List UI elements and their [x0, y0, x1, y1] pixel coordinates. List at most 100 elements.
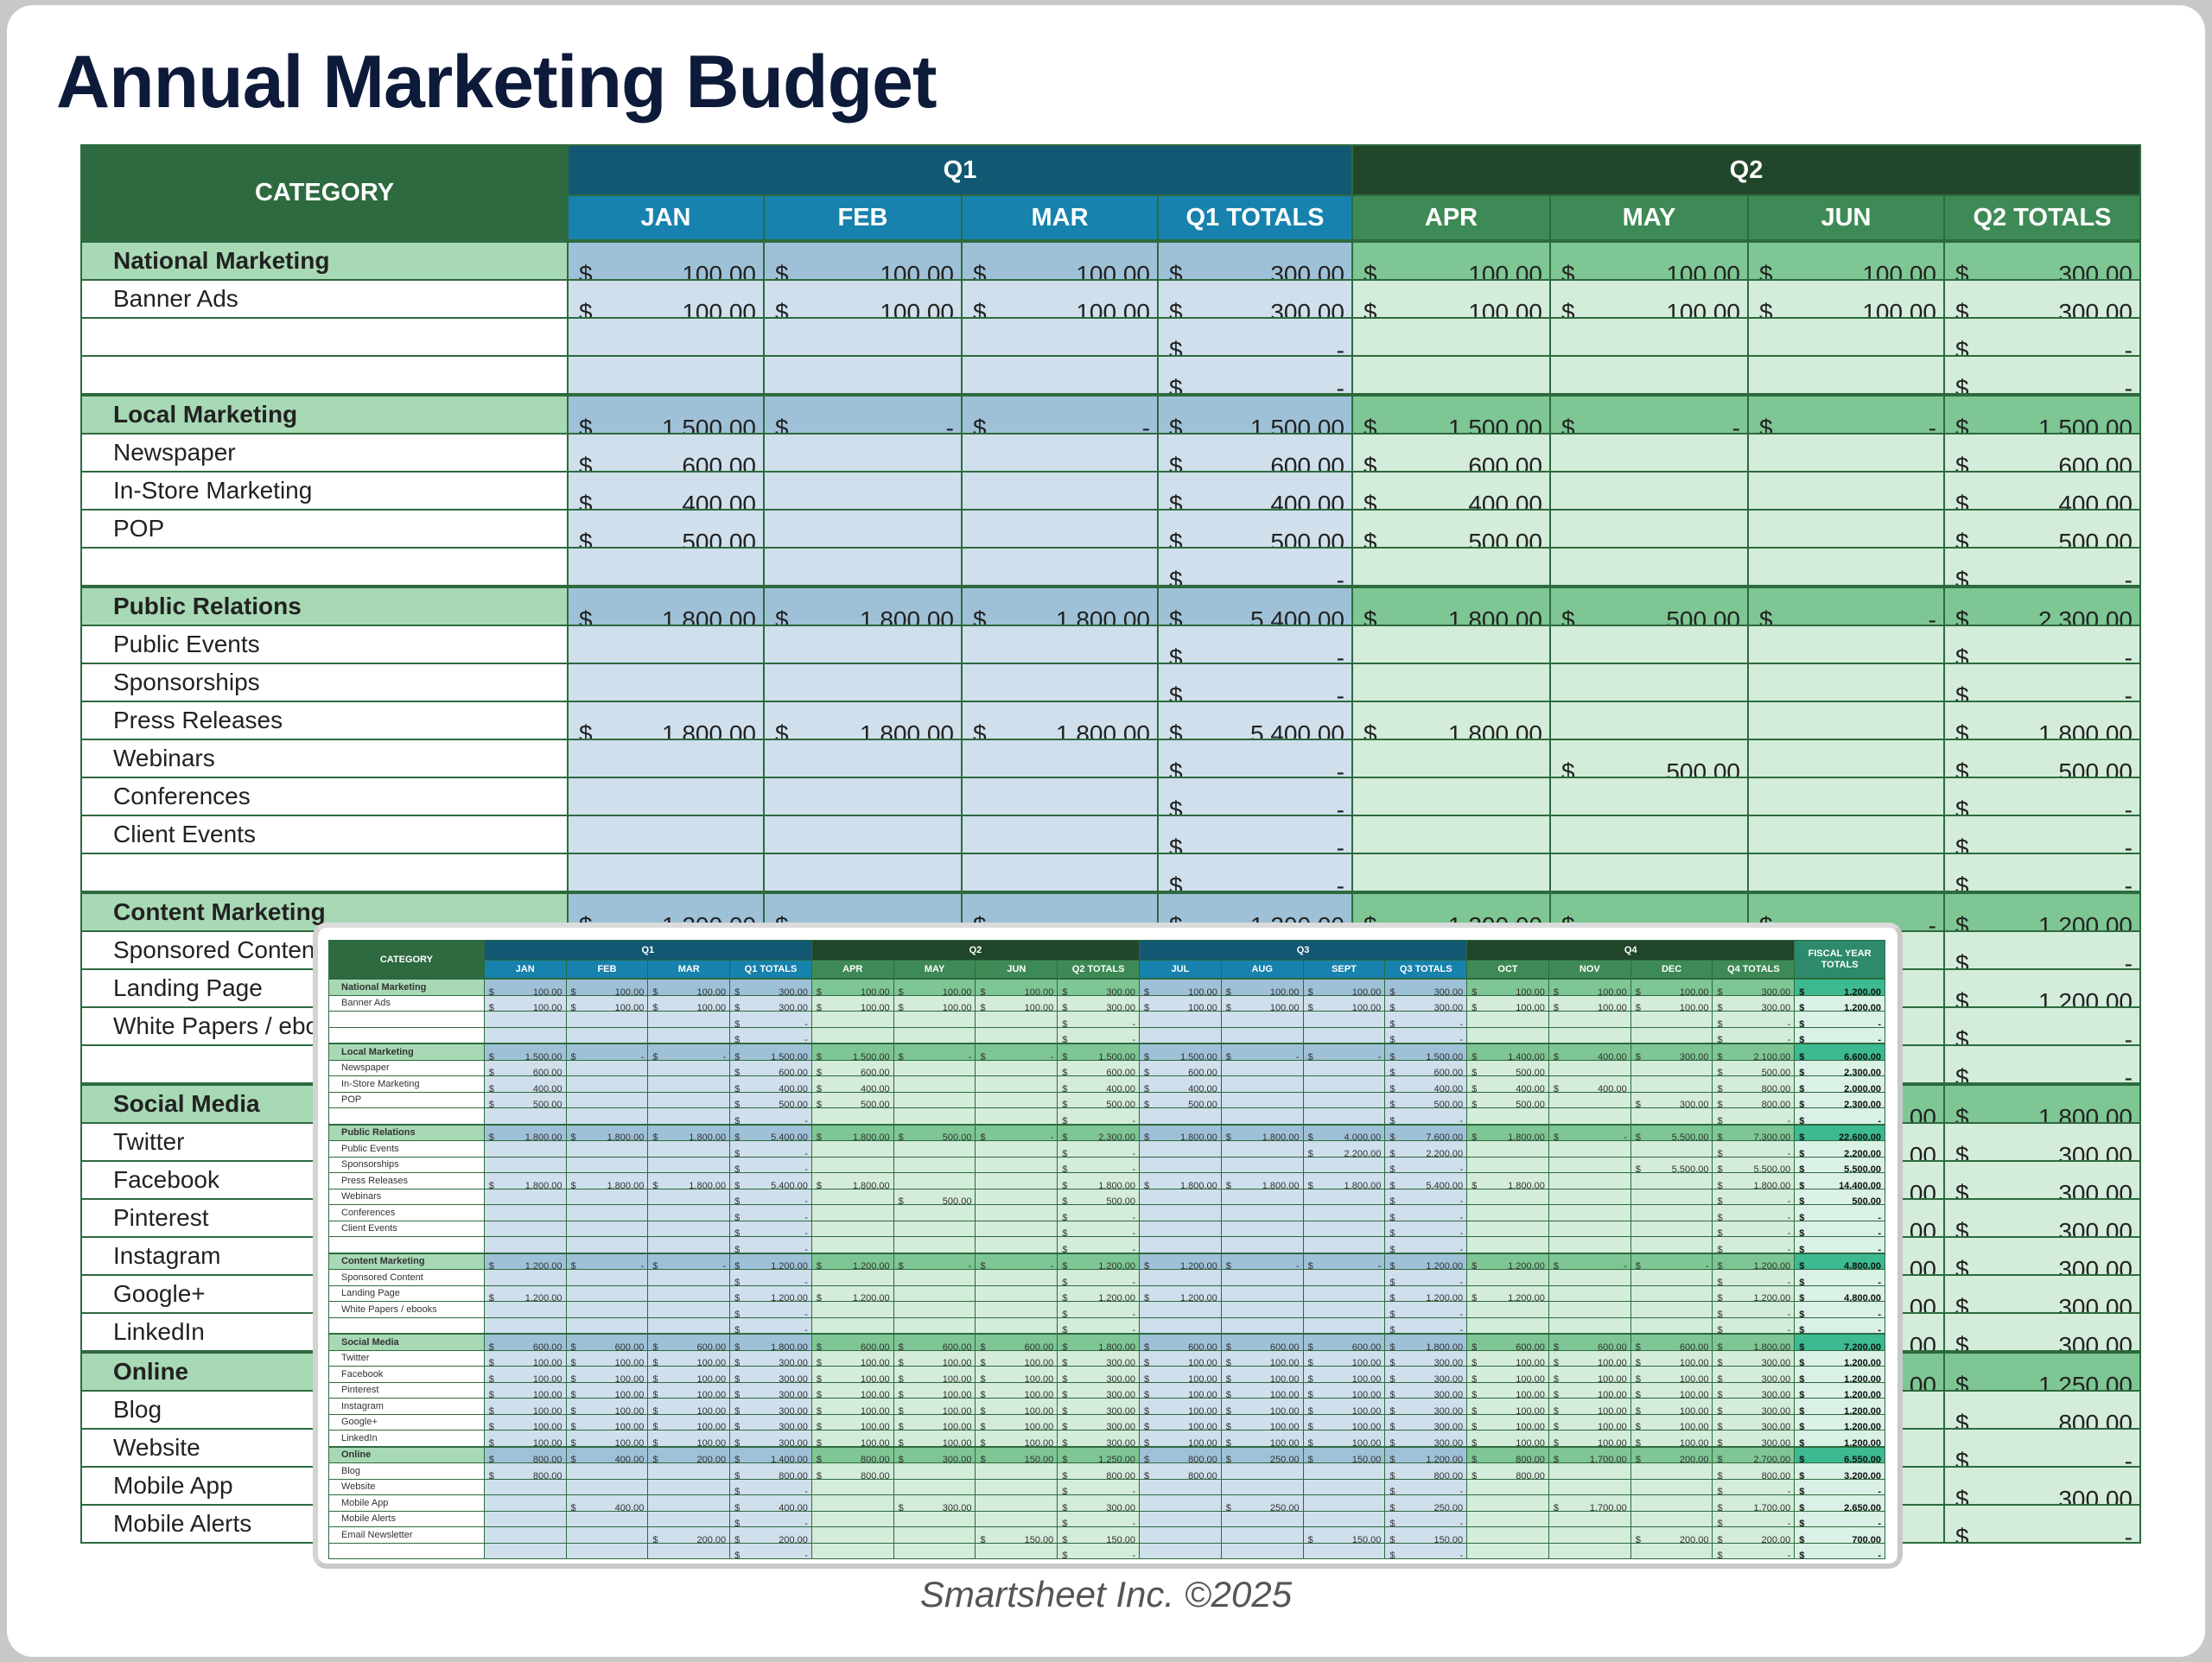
amount-cell[interactable] — [647, 1140, 731, 1158]
amount-cell[interactable]: $100.00 — [961, 239, 1159, 281]
amount-cell[interactable] — [975, 1301, 1058, 1318]
amount-cell[interactable]: $250.00 — [1384, 1494, 1468, 1512]
amount-cell[interactable] — [1220, 1107, 1304, 1125]
amount-cell[interactable]: $300.00 — [1630, 1091, 1713, 1108]
amount-cell[interactable]: $- — [1384, 1510, 1468, 1527]
amount-cell[interactable] — [1466, 1236, 1549, 1253]
amount-cell[interactable] — [1351, 625, 1551, 664]
amount-cell[interactable]: $300.00 — [1384, 1430, 1468, 1447]
amount-cell[interactable] — [763, 317, 963, 357]
amount-cell[interactable]: $300.00 — [1943, 1160, 2141, 1200]
amount-cell[interactable]: $1,200.00 — [1466, 1252, 1549, 1270]
amount-cell[interactable] — [810, 1026, 894, 1044]
amount-cell[interactable] — [810, 1156, 894, 1173]
amount-cell[interactable]: $600.00 — [1302, 1333, 1386, 1351]
amount-cell[interactable] — [1630, 1220, 1713, 1237]
amount-cell[interactable]: $300.00 — [1057, 994, 1141, 1012]
amount-cell[interactable] — [810, 1316, 894, 1335]
amount-cell[interactable]: $100.00 — [1747, 239, 1945, 281]
amount-cell[interactable] — [1549, 317, 1749, 357]
amount-cell[interactable] — [647, 1026, 731, 1044]
row-label[interactable] — [328, 1236, 485, 1253]
amount-cell[interactable]: $1,200.00 — [1794, 1366, 1885, 1383]
amount-cell[interactable] — [1302, 1026, 1386, 1044]
amount-cell[interactable]: $600.00 — [483, 1059, 567, 1076]
amount-cell[interactable]: $600.00 — [1351, 433, 1551, 473]
amount-cell[interactable]: $2,300.00 — [1943, 585, 2141, 626]
amount-cell[interactable] — [565, 1026, 649, 1044]
amount-cell[interactable]: $1,200.00 — [729, 1285, 812, 1302]
row-label[interactable]: Press Releases — [80, 701, 569, 740]
amount-cell[interactable] — [893, 1140, 976, 1158]
amount-cell[interactable]: $100.00 — [1139, 978, 1222, 996]
amount-cell[interactable] — [565, 1510, 649, 1527]
row-label[interactable]: White Papers / ebooks — [328, 1301, 485, 1318]
amount-cell[interactable] — [483, 1011, 567, 1028]
amount-cell[interactable]: $- — [729, 1301, 812, 1318]
amount-cell[interactable]: $300.00 — [729, 1349, 812, 1367]
amount-cell[interactable]: $300.00 — [1157, 279, 1353, 319]
amount-cell[interactable]: $800.00 — [1712, 1462, 1796, 1480]
row-label[interactable]: National Marketing — [80, 239, 569, 281]
amount-cell[interactable]: $- — [1384, 1301, 1468, 1318]
amount-cell[interactable] — [810, 1236, 894, 1253]
amount-cell[interactable] — [975, 1204, 1058, 1221]
amount-cell[interactable] — [647, 1204, 731, 1221]
amount-cell[interactable]: $100.00 — [1302, 1366, 1386, 1383]
amount-cell[interactable]: $300.00 — [1384, 978, 1468, 996]
amount-cell[interactable]: $- — [1712, 1011, 1796, 1028]
amount-cell[interactable] — [1548, 1526, 1631, 1544]
amount-cell[interactable]: $800.00 — [1139, 1462, 1222, 1480]
amount-cell[interactable] — [763, 777, 963, 816]
amount-cell[interactable]: $1,200.00 — [1712, 1252, 1796, 1270]
amount-cell[interactable]: $300.00 — [729, 1381, 812, 1399]
amount-cell[interactable]: $300.00 — [729, 1413, 812, 1430]
amount-cell[interactable]: $1,500.00 — [567, 393, 765, 435]
amount-cell[interactable]: $300.00 — [729, 1398, 812, 1415]
amount-cell[interactable]: $100.00 — [975, 1430, 1058, 1447]
amount-cell[interactable]: $300.00 — [1712, 1430, 1796, 1447]
amount-cell[interactable] — [483, 1156, 567, 1173]
amount-cell[interactable]: $100.00 — [1630, 1430, 1713, 1447]
amount-cell[interactable] — [961, 739, 1159, 778]
amount-cell[interactable] — [1302, 1188, 1386, 1205]
amount-cell[interactable]: $100.00 — [1630, 1349, 1713, 1367]
amount-cell[interactable] — [975, 1478, 1058, 1495]
amount-cell[interactable]: $500.00 — [1057, 1188, 1141, 1205]
amount-cell[interactable] — [810, 1510, 894, 1527]
amount-cell[interactable]: $250.00 — [1220, 1494, 1304, 1512]
amount-cell[interactable]: $100.00 — [975, 1398, 1058, 1415]
amount-cell[interactable]: $- — [1057, 1011, 1141, 1028]
amount-cell[interactable] — [483, 1107, 567, 1125]
amount-cell[interactable] — [565, 1075, 649, 1093]
amount-cell[interactable]: $1,800.00 — [567, 585, 765, 626]
amount-cell[interactable] — [483, 1188, 567, 1205]
amount-cell[interactable] — [810, 1301, 894, 1318]
amount-cell[interactable]: $100.00 — [565, 1413, 649, 1430]
amount-cell[interactable]: $- — [1712, 1026, 1796, 1044]
row-label[interactable]: Banner Ads — [328, 994, 485, 1012]
amount-cell[interactable] — [1220, 1075, 1304, 1093]
amount-cell[interactable] — [810, 1188, 894, 1205]
amount-cell[interactable] — [567, 355, 765, 396]
amount-cell[interactable]: $500.00 — [1712, 1059, 1796, 1076]
amount-cell[interactable]: $300.00 — [1057, 1398, 1141, 1415]
amount-cell[interactable]: $100.00 — [483, 1430, 567, 1447]
amount-cell[interactable]: $150.00 — [1302, 1526, 1386, 1544]
row-label[interactable]: Social Media — [328, 1333, 485, 1351]
amount-cell[interactable] — [1466, 1478, 1549, 1495]
amount-cell[interactable]: $100.00 — [483, 978, 567, 996]
amount-cell[interactable] — [565, 1301, 649, 1318]
amount-cell[interactable]: $- — [1157, 777, 1353, 816]
amount-cell[interactable] — [1630, 1285, 1713, 1302]
row-label[interactable]: In-Store Marketing — [80, 471, 569, 511]
amount-cell[interactable] — [975, 1316, 1058, 1335]
amount-cell[interactable]: $- — [1943, 815, 2141, 854]
amount-cell[interactable] — [1139, 1188, 1222, 1205]
amount-cell[interactable]: $100.00 — [1630, 994, 1713, 1012]
amount-cell[interactable] — [1220, 1269, 1304, 1286]
row-label[interactable]: Sponsorships — [80, 663, 569, 702]
row-label[interactable]: Sponsored Content — [328, 1269, 485, 1286]
amount-cell[interactable]: $100.00 — [810, 978, 894, 996]
amount-cell[interactable] — [567, 547, 765, 587]
